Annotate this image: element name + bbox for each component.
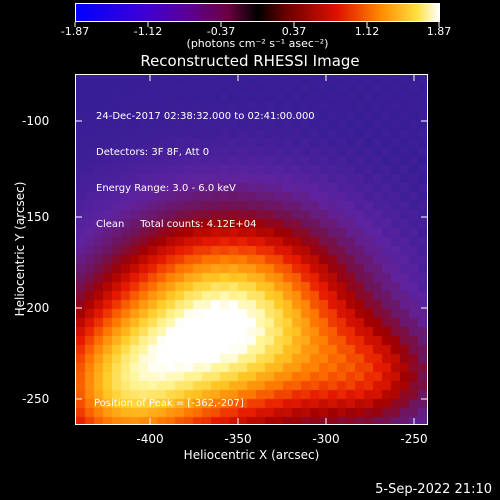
colorbar — [75, 3, 440, 22]
info-line: Energy Range: 3.0 - 6.0 keV — [96, 183, 236, 194]
colorbar-ticks — [74, 22, 440, 27]
info-line: 24-Dec-2017 02:38:32.000 to 02:41:00.000 — [96, 111, 315, 122]
image-canvas — [76, 75, 427, 424]
colorbar-tick-label: 1.12 — [354, 25, 380, 38]
colorbar-tick-label: -1.87 — [60, 25, 90, 38]
peak-position: Position of Peak = [-362,-207] — [94, 398, 244, 409]
y-axis-label: Heliocentric Y (arcsec) — [13, 181, 27, 317]
y-tick-label: -200 — [22, 301, 50, 315]
info-line: Detectors: 3F 8F, Att 0 — [96, 147, 210, 158]
info-line: Clean Total counts: 4.12E+04 — [96, 219, 257, 230]
timestamp-footer: 5-Sep-2022 21:10 — [375, 482, 492, 497]
x-tick-label: -300 — [312, 432, 340, 446]
rhessi-image: 24-Dec-2017 02:38:32.000 to 02:41:00.000… — [75, 74, 428, 425]
colorbar-tick-label: -1.12 — [133, 25, 163, 38]
colorbar-tick-label: 0.37 — [281, 25, 307, 38]
colorbar-tick-label: 1.87 — [426, 25, 452, 38]
y-tick-label: -250 — [22, 392, 50, 406]
x-tick-label: -350 — [224, 432, 252, 446]
image-title: Reconstructed RHESSI Image — [140, 52, 360, 70]
colorbar-units: (photons cm⁻² s⁻¹ asec⁻²) — [186, 37, 329, 50]
x-tick-label: -400 — [136, 432, 164, 446]
y-tick-label: -100 — [22, 114, 50, 128]
x-axis-label: Heliocentric X (arcsec) — [183, 448, 320, 462]
y-tick-label: -150 — [22, 210, 50, 224]
info-block: 24-Dec-2017 02:38:32.000 to 02:41:00.000… — [96, 87, 315, 255]
x-tick-label: -250 — [400, 432, 428, 446]
colorbar-tick-labels: -1.87 -1.12 -0.37 0.37 1.12 1.87 — [0, 25, 500, 39]
colorbar-tick-label: -0.37 — [206, 25, 236, 38]
